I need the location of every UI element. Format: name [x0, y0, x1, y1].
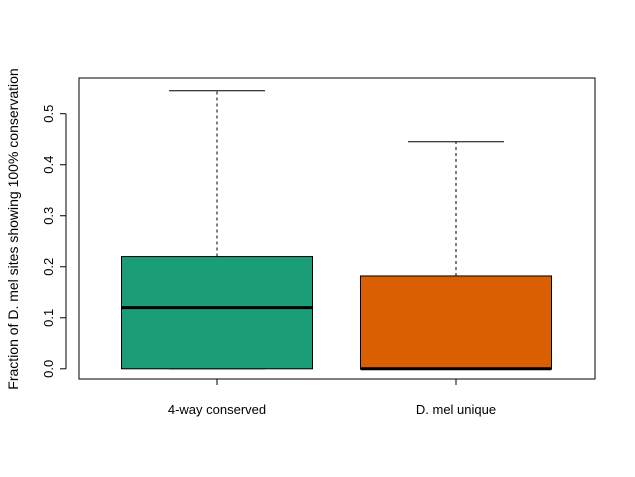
y-tick-label: 0.5 — [41, 105, 56, 123]
y-axis-title: Fraction of D. mel sites showing 100% co… — [5, 68, 21, 389]
x-tick-label: 4-way conserved — [168, 402, 266, 417]
y-tick-label: 0.4 — [41, 156, 56, 174]
y-tick-label: 0.2 — [41, 258, 56, 276]
y-tick-label: 0.0 — [41, 360, 56, 378]
y-tick-label: 0.1 — [41, 309, 56, 327]
x-axis: 4-way conserved D. mel unique — [168, 378, 496, 417]
y-axis: 0.0 0.1 0.2 0.3 0.4 0.5 — [41, 105, 67, 378]
box — [121, 256, 313, 370]
box — [360, 275, 552, 370]
x-tick-label: D. mel unique — [416, 402, 496, 417]
boxes-group — [121, 90, 552, 371]
y-tick-label: 0.3 — [41, 207, 56, 225]
